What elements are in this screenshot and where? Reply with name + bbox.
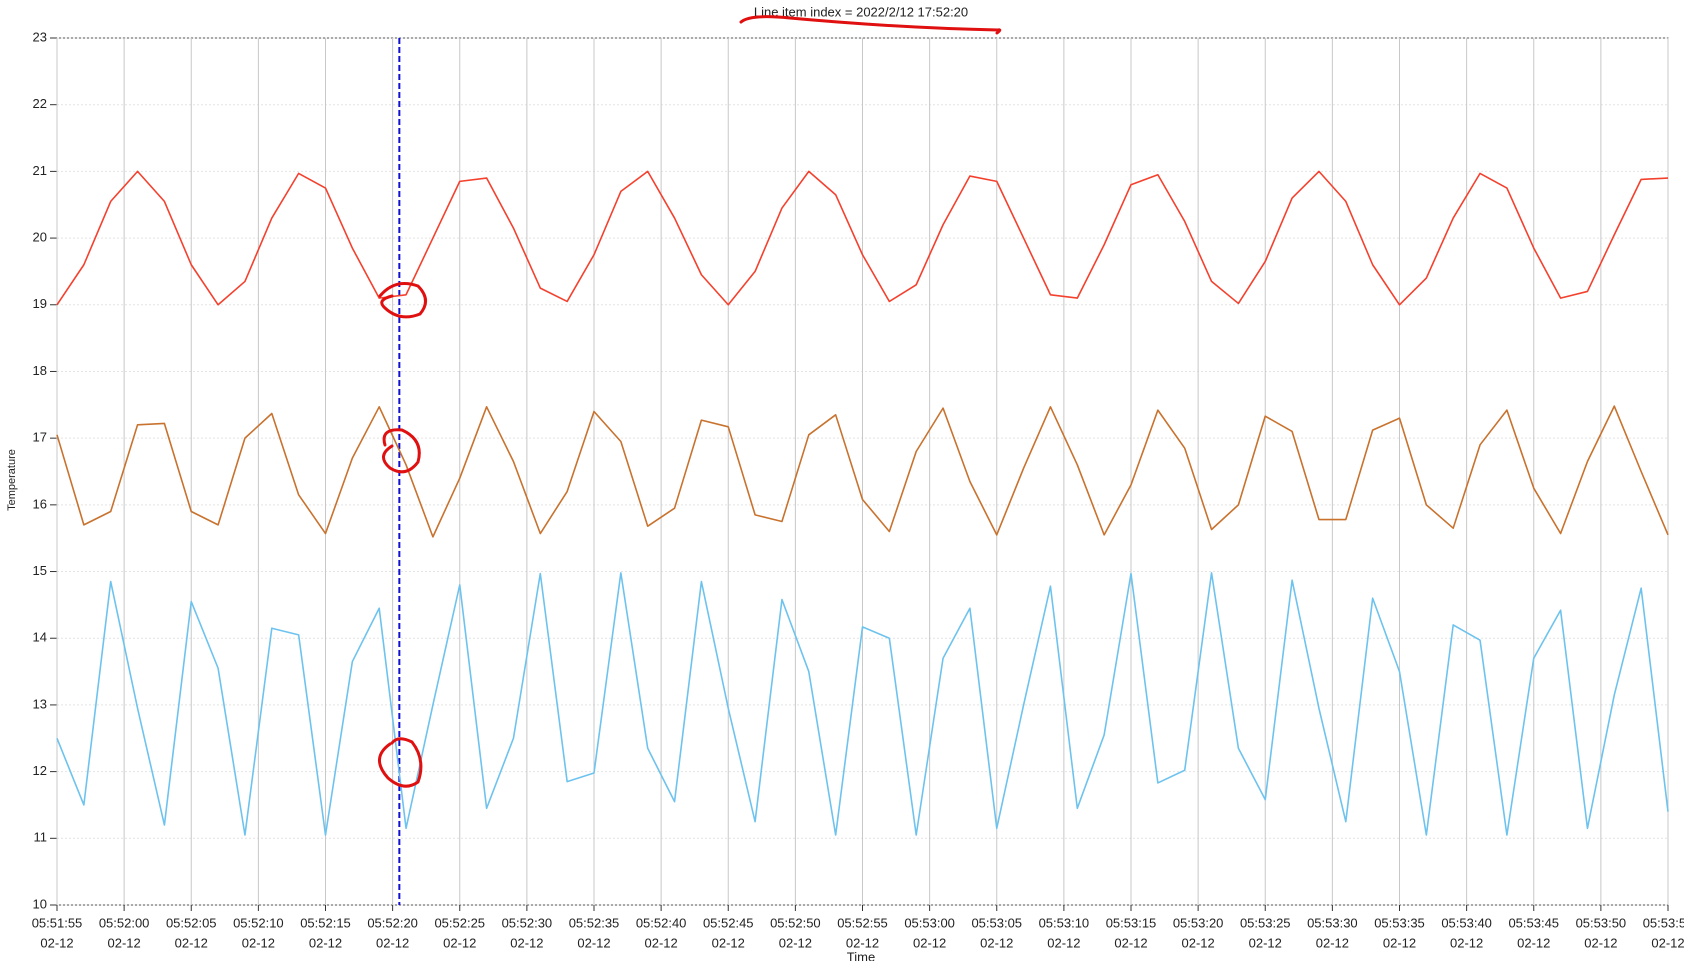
series-line — [56, 405, 1669, 538]
x-tick-date: 02-12 — [108, 935, 141, 950]
x-tick-date: 02-12 — [1651, 935, 1684, 950]
x-tick-date: 02-12 — [1450, 935, 1483, 950]
x-tick-label: 05:51:55 — [32, 915, 83, 930]
x-tick-date: 02-12 — [1047, 935, 1080, 950]
x-tick-date: 02-12 — [645, 935, 678, 950]
x-tick-label: 05:53:45 — [1508, 915, 1559, 930]
circle-annotation — [382, 428, 421, 474]
x-tick-date: 02-12 — [242, 935, 275, 950]
plot: 10 11 12 13 14 15 16 17 18 19 20 21 22 23 05:51:55 02-1… — [32, 29, 1684, 950]
title-underline — [739, 15, 1002, 35]
x-tick-date: 02-12 — [1316, 935, 1349, 950]
x-tick-label: 05:53:40 — [1441, 915, 1492, 930]
annotations — [378, 15, 1002, 788]
y-tick-label: 22 — [33, 96, 47, 111]
x-tick-date: 02-12 — [1517, 935, 1550, 950]
y-tick-label: 12 — [33, 763, 47, 778]
x-tick-date: 02-12 — [443, 935, 476, 950]
x-tick-date: 02-12 — [376, 935, 409, 950]
x-tick-label: 05:53:30 — [1307, 915, 1358, 930]
x-tick-label: 05:52:50 — [770, 915, 821, 930]
x-tick-label: 05:52:00 — [99, 915, 150, 930]
x-tick-label: 05:53:20 — [1173, 915, 1224, 930]
x-tick-date: 02-12 — [1114, 935, 1147, 950]
chart-title: Line item index = 2022/2/12 17:52:20 — [754, 4, 968, 19]
series-line — [56, 572, 1669, 836]
x-tick-label: 05:52:35 — [569, 915, 620, 930]
y-axis-label: Temperature — [6, 449, 18, 511]
x-tick-label: 05:52:15 — [300, 915, 351, 930]
x-tick-date: 02-12 — [913, 935, 946, 950]
x-tick-label: 05:53:05 — [971, 915, 1022, 930]
x-tick-date: 02-12 — [40, 935, 73, 950]
x-tick-label: 05:53:50 — [1576, 915, 1627, 930]
circle-annotation — [378, 282, 427, 319]
y-tick-label: 19 — [33, 296, 47, 311]
x-tick-date: 02-12 — [779, 935, 812, 950]
x-tick-label: 05:53:10 — [1039, 915, 1090, 930]
x-tick-date: 02-12 — [309, 935, 342, 950]
x-tick-date: 02-12 — [980, 935, 1013, 950]
y-tick-label: 20 — [33, 230, 47, 245]
x-tick-date: 02-12 — [712, 935, 745, 950]
y-tick-label: 17 — [33, 430, 47, 445]
x-tick-label: 05:52:45 — [703, 915, 754, 930]
x-tick-label: 05:53:00 — [904, 915, 955, 930]
x-tick-date: 02-12 — [175, 935, 208, 950]
y-tick-label: 13 — [33, 696, 47, 711]
circle-annotation — [378, 737, 423, 788]
x-tick-date: 02-12 — [1584, 935, 1617, 950]
x-tick-label: 05:52:10 — [233, 915, 284, 930]
x-tick-date: 02-12 — [1249, 935, 1282, 950]
x-tick-label: 05:52:05 — [166, 915, 217, 930]
x-tick-label: 05:53:35 — [1374, 915, 1425, 930]
y-tick-label: 11 — [34, 830, 48, 845]
x-tick-date: 02-12 — [510, 935, 543, 950]
y-tick-label: 14 — [33, 630, 47, 645]
x-axis-label: Time — [847, 949, 875, 961]
x-tick-label: 05:52:40 — [636, 915, 687, 930]
series-line — [56, 170, 1669, 306]
x-tick-label: 05:53:25 — [1240, 915, 1291, 930]
x-tick-label: 05:53:15 — [1106, 915, 1157, 930]
x-tick-label: 05:52:30 — [502, 915, 553, 930]
x-tick-date: 02-12 — [577, 935, 610, 950]
y-tick-label: 16 — [33, 496, 47, 511]
y-tick-label: 21 — [33, 163, 47, 178]
y-tick-label: 23 — [33, 29, 47, 44]
y-tick-label: 18 — [33, 363, 47, 378]
x-tick-label: 05:52:25 — [434, 915, 485, 930]
y-tick-label: 15 — [33, 563, 47, 578]
y-tick-label: 10 — [33, 896, 47, 911]
x-tick-date: 02-12 — [1182, 935, 1215, 950]
x-tick-date: 02-12 — [846, 935, 879, 950]
x-tick-label: 05:52:20 — [367, 915, 418, 930]
x-tick-date: 02-12 — [1383, 935, 1416, 950]
x-tick-label: 05:52:55 — [837, 915, 888, 930]
x-tick-label: 05:53:55 — [1643, 915, 1684, 930]
